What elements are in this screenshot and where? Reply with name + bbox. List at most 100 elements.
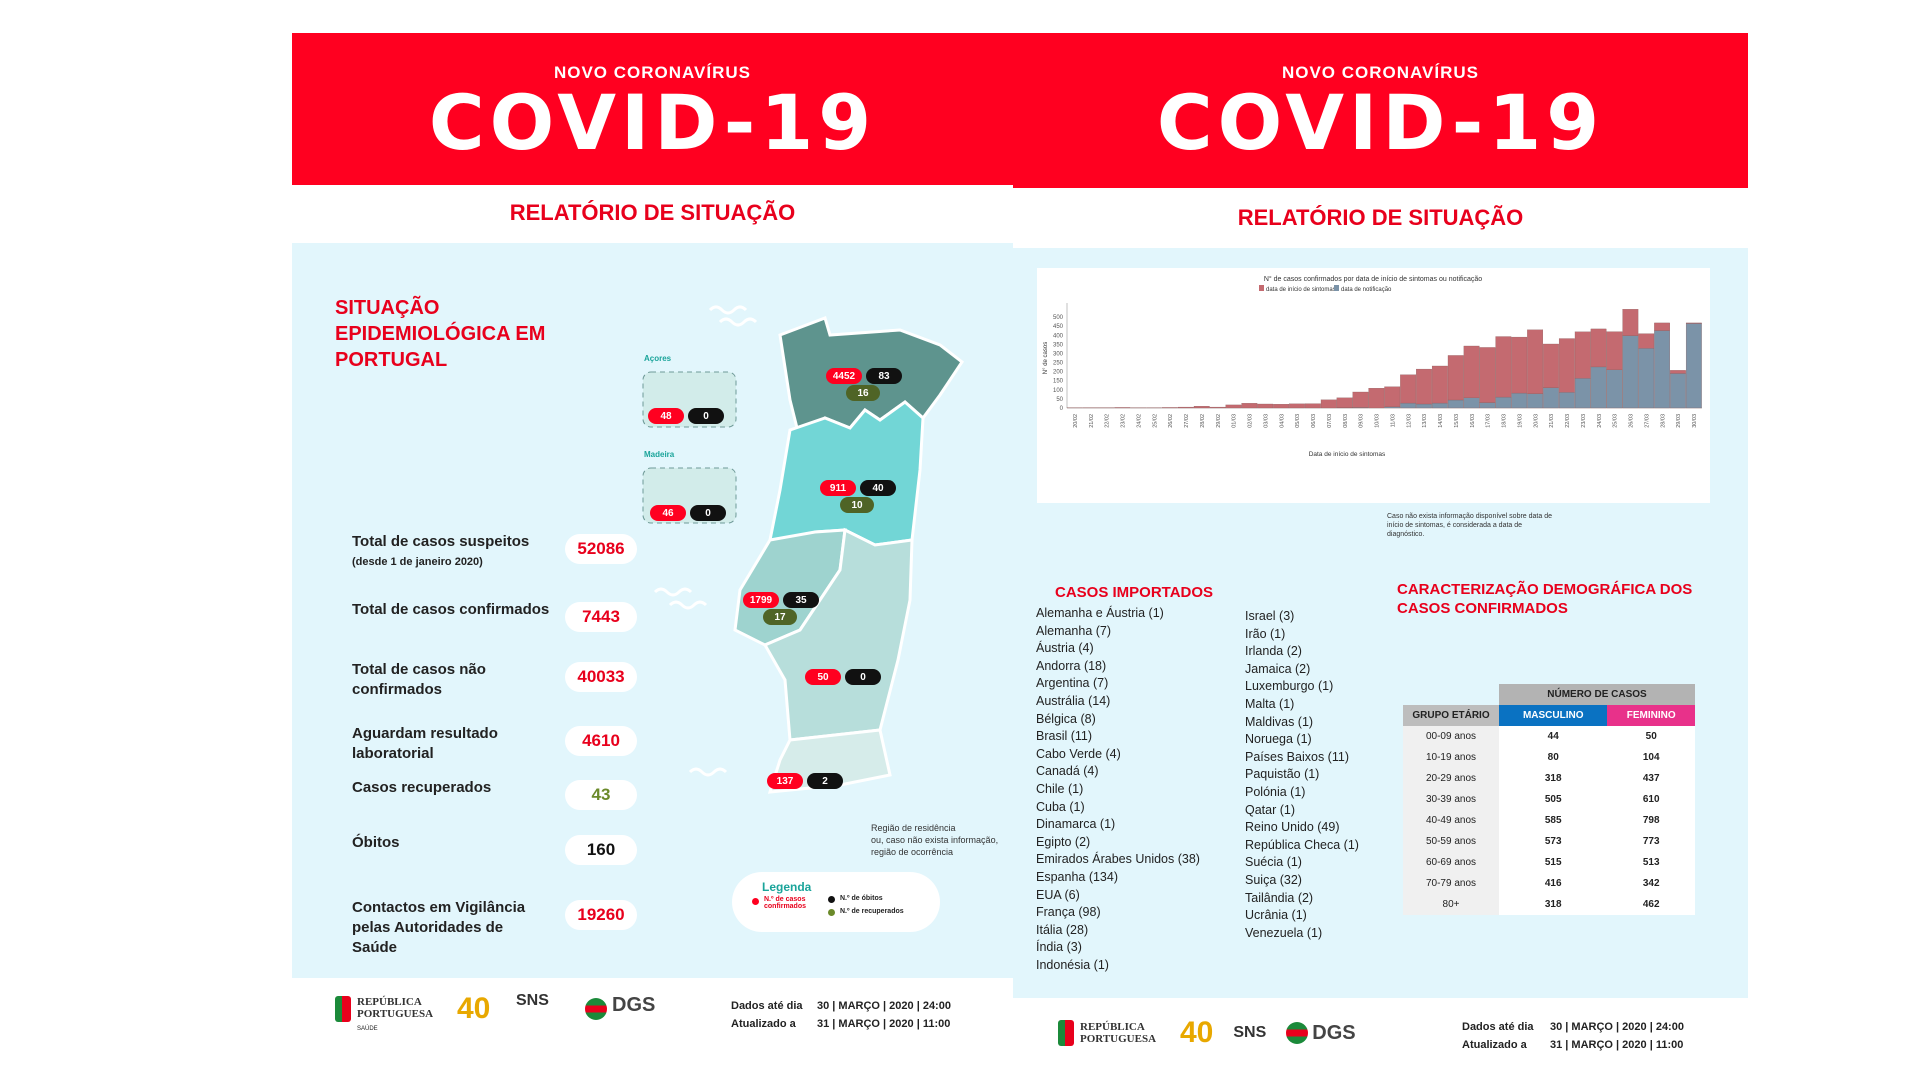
imported-country: Itália (28) bbox=[1036, 922, 1089, 937]
imported-country: Argentina (7) bbox=[1036, 676, 1109, 691]
x-tick-label: 19/03 bbox=[1517, 414, 1523, 428]
bar-notification bbox=[1606, 369, 1623, 409]
right-report-title: RELATÓRIO DE SITUAÇÃO bbox=[1237, 205, 1524, 230]
bar-symptoms bbox=[1368, 388, 1385, 409]
badge-deaths: 35 bbox=[783, 592, 819, 608]
x-tick-label: 18/03 bbox=[1502, 414, 1508, 428]
col-age: GRUPO ETÁRIO bbox=[1403, 705, 1499, 726]
table-row: 40-49 anos 585 798 bbox=[1403, 810, 1695, 831]
female-cell: 773 bbox=[1607, 831, 1695, 852]
imported-country: Noruega (1) bbox=[1245, 732, 1312, 747]
badge-cases: 48 bbox=[648, 408, 684, 424]
female-cell: 513 bbox=[1607, 852, 1695, 873]
left-header: NOVO CORONAVÍRUS COVID-19 bbox=[292, 33, 1013, 185]
stat-row: Total de casos não confirmados 40033 bbox=[352, 660, 642, 700]
imported-country: França (98) bbox=[1036, 905, 1101, 920]
badge-cases: 46 bbox=[650, 505, 686, 521]
table-row: 70-79 anos 416 342 bbox=[1403, 873, 1695, 894]
imported-country: Maldivas (1) bbox=[1245, 714, 1314, 729]
col-female: FEMININO bbox=[1607, 705, 1695, 726]
x-tick-label: 09/03 bbox=[1359, 414, 1365, 428]
logo-dgs: DGS bbox=[612, 994, 656, 1016]
x-tick-label: 23/02 bbox=[1121, 414, 1127, 428]
y-tick-label: 150 bbox=[1053, 379, 1064, 385]
y-axis-label: N° de casos bbox=[1043, 342, 1049, 374]
x-tick-label: 07/03 bbox=[1327, 414, 1333, 428]
x-tick-label: 22/02 bbox=[1105, 414, 1111, 428]
logo-sns: SNS bbox=[1233, 1024, 1267, 1041]
imported-country: Cuba (1) bbox=[1036, 799, 1085, 814]
y-tick-label: 300 bbox=[1053, 351, 1064, 357]
right-title: COVID-19 bbox=[1156, 78, 1605, 167]
badge-cases: 4452 bbox=[826, 368, 862, 384]
table-row: 50-59 anos 573 773 bbox=[1403, 831, 1695, 852]
bar-symptoms bbox=[1273, 404, 1290, 409]
updated-value: 31 | MARÇO | 2020 | 11:00 bbox=[1550, 1039, 1684, 1051]
imported-country: Bélgica (8) bbox=[1036, 711, 1096, 726]
demo-table: NÚMERO DE CASOS GRUPO ETÁRIO MASCULINO F… bbox=[1403, 684, 1695, 915]
age-cell: 30-39 anos bbox=[1403, 789, 1499, 810]
x-tick-label: 17/03 bbox=[1486, 414, 1492, 428]
female-cell: 437 bbox=[1607, 768, 1695, 789]
logo-text: REPÚBLICA PORTUGUESA bbox=[1080, 1021, 1157, 1045]
female-cell: 610 bbox=[1607, 789, 1695, 810]
bar-symptoms bbox=[1225, 404, 1242, 409]
x-tick-label: 21/02 bbox=[1089, 414, 1095, 428]
imported-country: Países Baixos (11) bbox=[1245, 749, 1349, 764]
x-tick-label: 24/02 bbox=[1136, 414, 1142, 428]
logo-40: 40 bbox=[1180, 1016, 1214, 1049]
stat-label: Contactos em Vigilância pelas Autoridade… bbox=[352, 899, 526, 956]
x-tick-label: 08/03 bbox=[1343, 414, 1349, 428]
right-kicker: NOVO CORONAVÍRUS bbox=[1281, 63, 1480, 82]
x-tick-label: 26/02 bbox=[1168, 414, 1174, 428]
x-tick-label: 27/02 bbox=[1184, 414, 1190, 428]
stat-value: 4610 bbox=[565, 726, 637, 756]
stat-label: Óbitos bbox=[352, 834, 400, 851]
badge-deaths: 83 bbox=[866, 368, 902, 384]
x-tick-label: 15/03 bbox=[1454, 414, 1460, 428]
bar-symptoms bbox=[1590, 328, 1607, 368]
imported-country: Venezuela (1) bbox=[1245, 925, 1323, 940]
age-cell: 10-19 anos bbox=[1403, 747, 1499, 768]
male-cell: 318 bbox=[1499, 894, 1608, 915]
male-cell: 505 bbox=[1499, 789, 1608, 810]
badge-deaths: 0 bbox=[688, 408, 724, 424]
left-footer-dates: Dados até dia 30 | MARÇO | 2020 | 24:00 A… bbox=[731, 997, 951, 1033]
y-tick-label: 200 bbox=[1053, 370, 1064, 376]
bar-notification bbox=[1558, 392, 1575, 409]
portugal-map bbox=[642, 305, 965, 794]
section-title: SITUAÇÃO EPIDEMIOLÓGICA EM PORTUGAL bbox=[335, 297, 546, 371]
legend-swatch-symptoms bbox=[1259, 285, 1264, 291]
col-male: MASCULINO bbox=[1499, 705, 1608, 726]
bar-notification bbox=[1447, 399, 1464, 409]
stat-value: 7443 bbox=[565, 602, 637, 632]
stat-note: (desde 1 de janeiro 2020) bbox=[352, 556, 483, 568]
male-cell: 573 bbox=[1499, 831, 1608, 852]
wave-decoration bbox=[653, 305, 758, 777]
map-note: Região de residência ou, caso não exista… bbox=[871, 822, 998, 858]
imported-list-2: Israel (3) Irão (1) Irlanda (2) Jamaica (2)… bbox=[1245, 608, 1359, 942]
x-tick-label: 23/03 bbox=[1581, 414, 1587, 428]
y-tick-label: 500 bbox=[1053, 315, 1064, 321]
badge-cases: 137 bbox=[767, 773, 803, 789]
x-tick-label: 29/03 bbox=[1676, 414, 1682, 428]
imported-country: Irlanda (2) bbox=[1245, 644, 1302, 659]
bar-symptoms bbox=[1558, 338, 1575, 393]
legend-green-dot-icon bbox=[828, 909, 835, 916]
cases-chart: N° de casos confirmados por data de iníc… bbox=[1043, 275, 1702, 458]
x-tick-label: 21/03 bbox=[1549, 414, 1555, 428]
data-value: 30 | MARÇO | 2020 | 24:00 bbox=[817, 1000, 951, 1012]
bar-symptoms bbox=[1162, 407, 1178, 409]
age-cell: 70-79 anos bbox=[1403, 873, 1499, 894]
x-tick-label: 27/03 bbox=[1644, 414, 1650, 428]
age-cell: 80+ bbox=[1403, 894, 1499, 915]
bar-symptoms bbox=[1416, 368, 1432, 405]
stat-label: Aguardam resultado laboratorial bbox=[352, 725, 498, 762]
bar-notification bbox=[1400, 402, 1417, 409]
badge-cases: 50 bbox=[805, 669, 841, 685]
x-tick-label: 11/03 bbox=[1390, 414, 1396, 427]
bar-symptoms bbox=[1257, 403, 1274, 409]
left-title: COVID-19 bbox=[428, 78, 877, 167]
y-tick-label: 250 bbox=[1053, 361, 1064, 367]
badge-deaths: 40 bbox=[860, 480, 896, 496]
